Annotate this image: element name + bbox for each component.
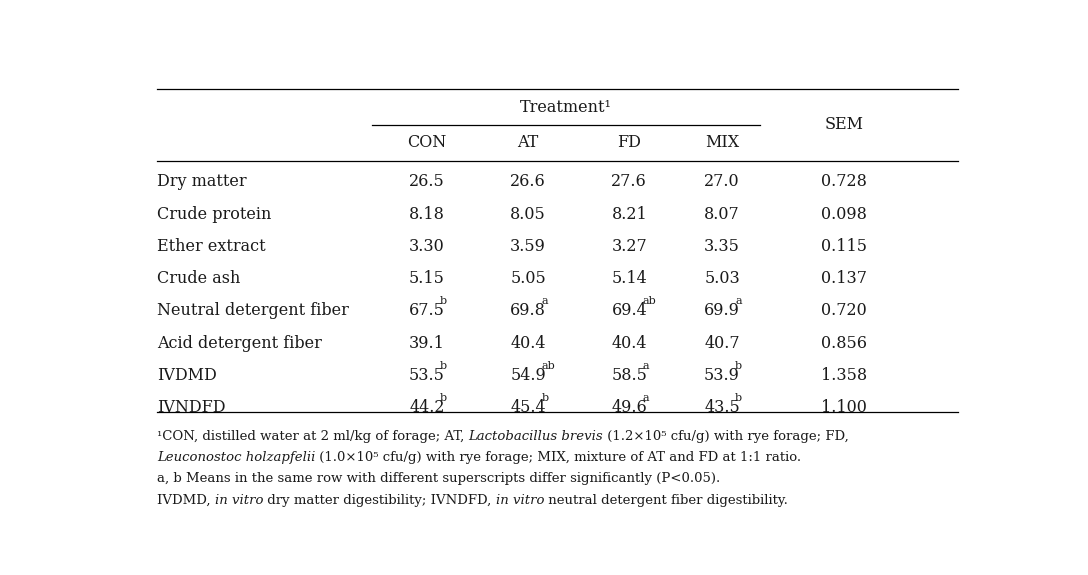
Text: Ether extract: Ether extract <box>157 238 265 255</box>
Text: in vitro: in vitro <box>496 493 544 507</box>
Text: 0.856: 0.856 <box>821 335 867 352</box>
Text: 3.27: 3.27 <box>611 238 647 255</box>
Text: 69.4: 69.4 <box>611 302 647 320</box>
Text: 3.30: 3.30 <box>409 238 445 255</box>
Text: CON: CON <box>407 135 446 151</box>
Text: b: b <box>735 393 742 403</box>
Text: dry matter digestibility; IVNDFD,: dry matter digestibility; IVNDFD, <box>263 493 496 507</box>
Text: b: b <box>440 361 447 371</box>
Text: 8.07: 8.07 <box>704 206 740 223</box>
Text: 49.6: 49.6 <box>611 399 647 416</box>
Text: 0.115: 0.115 <box>821 238 867 255</box>
Text: b: b <box>440 393 447 403</box>
Text: b: b <box>440 296 447 306</box>
Text: (1.2×10⁵ cfu/g) with rye forage; FD,: (1.2×10⁵ cfu/g) with rye forage; FD, <box>603 430 849 443</box>
Text: a: a <box>735 296 742 306</box>
Text: (1.0×10⁵ cfu/g) with rye forage; MIX, mixture of AT and FD at 1:1 ratio.: (1.0×10⁵ cfu/g) with rye forage; MIX, mi… <box>316 451 802 464</box>
Text: a, b Means in the same row with different superscripts differ significantly (P<0: a, b Means in the same row with differen… <box>157 472 720 485</box>
Text: 40.7: 40.7 <box>704 335 740 352</box>
Text: ab: ab <box>642 296 656 306</box>
Text: 5.05: 5.05 <box>510 270 546 287</box>
Text: 3.59: 3.59 <box>510 238 546 255</box>
Text: 53.5: 53.5 <box>409 367 445 384</box>
Text: ab: ab <box>541 361 555 371</box>
Text: AT: AT <box>518 135 539 151</box>
Text: Dry matter: Dry matter <box>157 174 247 190</box>
Text: 26.5: 26.5 <box>409 174 445 190</box>
Text: 58.5: 58.5 <box>611 367 647 384</box>
Text: SEM: SEM <box>825 116 864 133</box>
Text: in vitro: in vitro <box>214 493 263 507</box>
Text: ¹CON, distilled water at 2 ml/kg of forage; AT,: ¹CON, distilled water at 2 ml/kg of fora… <box>157 430 469 443</box>
Text: 8.18: 8.18 <box>409 206 445 223</box>
Text: 1.358: 1.358 <box>821 367 867 384</box>
Text: 45.4: 45.4 <box>510 399 546 416</box>
Text: 27.0: 27.0 <box>704 174 740 190</box>
Text: 53.9: 53.9 <box>704 367 740 384</box>
Text: 69.8: 69.8 <box>510 302 546 320</box>
Text: 0.098: 0.098 <box>821 206 867 223</box>
Text: Treatment¹: Treatment¹ <box>520 99 611 116</box>
Text: 1.100: 1.100 <box>821 399 867 416</box>
Text: 39.1: 39.1 <box>409 335 445 352</box>
Text: a: a <box>642 393 650 403</box>
Text: Acid detergent fiber: Acid detergent fiber <box>157 335 322 352</box>
Text: 5.14: 5.14 <box>611 270 647 287</box>
Text: 8.05: 8.05 <box>510 206 546 223</box>
Text: 0.720: 0.720 <box>821 302 867 320</box>
Text: Lactobacillus brevis: Lactobacillus brevis <box>469 430 603 443</box>
Text: 69.9: 69.9 <box>704 302 740 320</box>
Text: 3.35: 3.35 <box>704 238 740 255</box>
Text: IVNDFD: IVNDFD <box>157 399 225 416</box>
Text: 27.6: 27.6 <box>611 174 647 190</box>
Text: 0.137: 0.137 <box>821 270 867 287</box>
Text: Crude ash: Crude ash <box>157 270 240 287</box>
Text: a: a <box>642 361 650 371</box>
Text: MIX: MIX <box>705 135 739 151</box>
Text: 8.21: 8.21 <box>611 206 647 223</box>
Text: 44.2: 44.2 <box>409 399 445 416</box>
Text: Neutral detergent fiber: Neutral detergent fiber <box>157 302 349 320</box>
Text: 54.9: 54.9 <box>510 367 546 384</box>
Text: neutral detergent fiber digestibility.: neutral detergent fiber digestibility. <box>544 493 788 507</box>
Text: Leuconostoc holzapfelii: Leuconostoc holzapfelii <box>157 451 316 464</box>
Text: 67.5: 67.5 <box>409 302 445 320</box>
Text: IVDMD,: IVDMD, <box>157 493 214 507</box>
Text: 0.728: 0.728 <box>821 174 867 190</box>
Text: Crude protein: Crude protein <box>157 206 271 223</box>
Text: 43.5: 43.5 <box>704 399 740 416</box>
Text: 40.4: 40.4 <box>611 335 647 352</box>
Text: 40.4: 40.4 <box>510 335 546 352</box>
Text: b: b <box>735 361 742 371</box>
Text: a: a <box>541 296 548 306</box>
Text: IVDMD: IVDMD <box>157 367 217 384</box>
Text: 5.03: 5.03 <box>704 270 740 287</box>
Text: 5.15: 5.15 <box>409 270 445 287</box>
Text: FD: FD <box>617 135 641 151</box>
Text: b: b <box>541 393 548 403</box>
Text: 26.6: 26.6 <box>510 174 546 190</box>
